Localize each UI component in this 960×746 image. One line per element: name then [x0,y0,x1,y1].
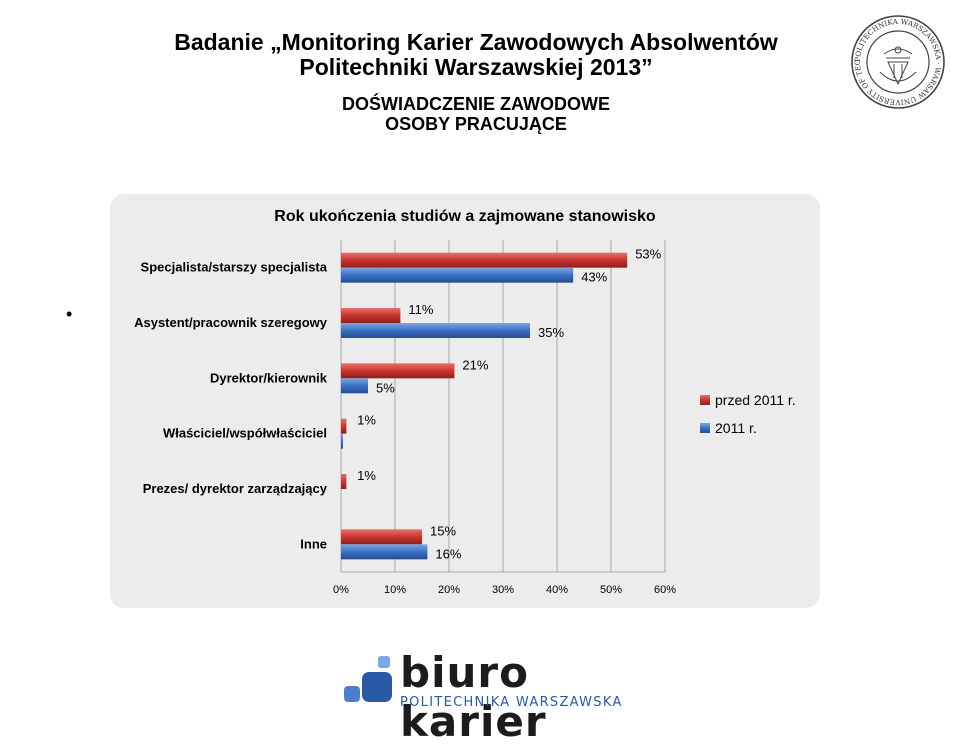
x-tick-label: 50% [600,584,622,596]
category-label: Inne [300,536,327,551]
data-label: 16% [435,546,461,561]
bar-2011 [341,323,530,338]
slide-title: Badanie „Monitoring Karier Zawodowych Ab… [120,30,832,80]
bar-2011 [341,267,574,283]
data-label: 1% [357,413,376,428]
bar-przed-2011 [341,474,347,489]
data-label: 21% [462,357,488,372]
x-tick-label: 0% [333,584,349,596]
bar-2011 [341,433,343,449]
data-label: 43% [581,270,607,285]
slide-subtitle: DOŚWIADCZENIE ZAWODOWE OSOBY PRACUJĄCE [120,94,832,134]
chart-bars [341,252,628,560]
data-label: 15% [430,523,456,538]
category-label: Prezes/ dyrektor zarządzający [143,481,328,496]
bar-2011 [341,378,368,394]
data-label: 1% [357,468,376,483]
legend-swatch [700,423,710,433]
x-tick-label: 20% [438,584,460,596]
slide-header: Badanie „Monitoring Karier Zawodowych Ab… [120,30,832,135]
bar-chart: Rok ukończenia studiów a zajmowane stano… [134,208,796,596]
chart-title: Rok ukończenia studiów a zajmowane stano… [274,208,656,225]
stray-bullet: • [66,304,73,324]
slide-subtitle-line-1: DOŚWIADCZENIE ZAWODOWE [342,94,610,114]
x-tick-label: 60% [654,584,676,596]
bar-przed-2011 [341,529,422,545]
x-tick-label: 40% [546,584,568,596]
data-label: 53% [635,247,661,262]
bar-przed-2011 [341,252,628,268]
legend-label: 2011 r. [715,420,757,436]
legend-label: przed 2011 r. [715,392,796,408]
university-seal-icon: POLITECHNIKA WARSZAWSKA · WARSAW UNIVERS… [850,14,945,109]
legend-swatch [700,395,710,405]
data-label: 5% [376,380,395,395]
bar-przed-2011 [341,308,401,323]
chart-gridlines [340,240,666,573]
data-label: 35% [538,325,564,340]
x-tick-label: 30% [492,584,514,596]
biuro-karier-logo: biuro karier POLITECHNIKA WARSZAWSKA [340,648,630,746]
category-label: Specjalista/starszy specjalista [141,260,328,275]
slide-subtitle-line-2: OSOBY PRACUJĄCE [385,114,567,134]
bar-przed-2011 [341,418,347,434]
category-label: Dyrektor/kierownik [210,370,328,385]
slide-title-line-2: Politechniki Warszawskiej 2013” [299,54,653,80]
data-label: 11% [408,302,433,317]
category-label: Asystent/pracownik szeregowy [134,315,328,330]
bar-przed-2011 [341,363,455,379]
logo-subtitle: POLITECHNIKA WARSZAWSKA [400,695,623,710]
logo-squares-icon [344,656,392,702]
category-label: Właściciel/współwłaściciel [163,426,327,441]
chart-labels: 0% 10% 20% 30% 40% 50% 60% Specjalista/starszy … [134,247,676,596]
slide-title-line-1: Badanie „Monitoring Karier Zawodowych Ab… [174,29,778,55]
x-tick-label: 10% [384,584,406,596]
bar-2011 [341,544,428,560]
chart-legend: przed 2011 r. 2011 r. [700,392,796,436]
